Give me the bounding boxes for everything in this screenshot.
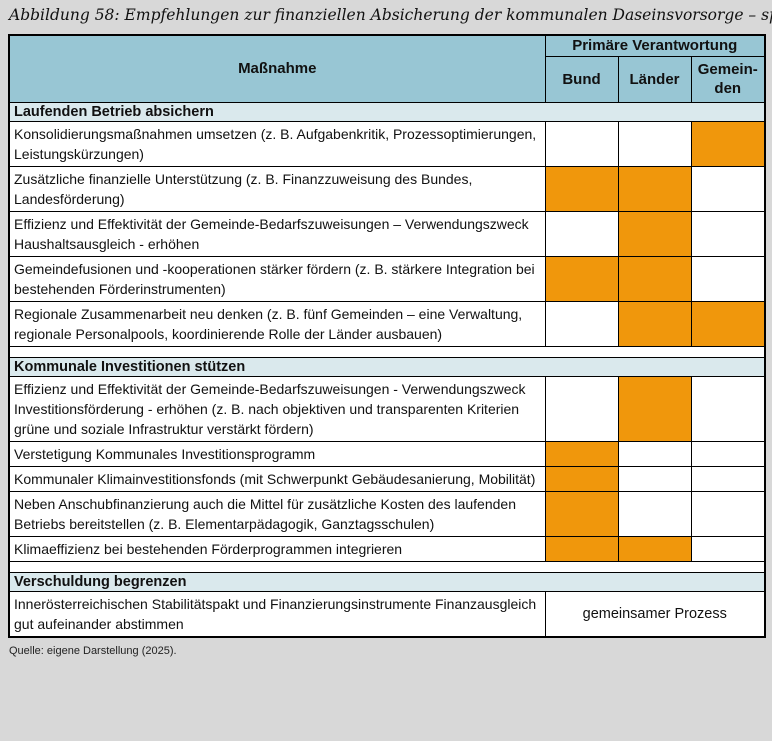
responsibility-cell-bund-empty [544, 300, 619, 347]
responsibility-cell-bund-marked [544, 465, 619, 492]
merged-responsibility-cell: gemeinsamer Prozess [544, 590, 766, 637]
section-header: Verschuldung begrenzen [8, 571, 766, 592]
responsibility-cell-gemeinden-empty [690, 375, 766, 442]
responsibility-cell-bund-marked [544, 440, 619, 467]
section-spacer [8, 345, 766, 358]
section-header: Kommunale Investitionen stützen [8, 356, 766, 377]
measure-cell: Zusätzliche finanzielle Unterstützung (z… [8, 165, 546, 212]
responsibility-cell-gemeinden-empty [690, 255, 766, 302]
section-header-row: Verschuldung begrenzen [8, 571, 766, 592]
measure-cell: Verstetigung Kommunales Investitionsprog… [8, 440, 546, 467]
measure-cell: Innerösterreichischen Stabilitätspakt un… [8, 590, 546, 637]
measure-cell: Konsolidierungsmaßnahmen umsetzen (z. B.… [8, 120, 546, 167]
responsibility-cell-laender-empty [617, 490, 692, 537]
measure-column-header: Maßnahme [8, 34, 546, 103]
table-row: Konsolidierungsmaßnahmen umsetzen (z. B.… [8, 120, 766, 167]
column-header-laender: Länder [617, 55, 692, 103]
measure-cell: Effizienz und Effektivität der Gemeinde-… [8, 375, 546, 442]
table-row: Klimaeffizienz bei bestehenden Förderpro… [8, 535, 766, 562]
responsibility-cell-bund-marked [544, 535, 619, 562]
table-row: Effizienz und Effektivität der Gemeinde-… [8, 375, 766, 442]
table-body: Laufenden Betrieb absichern Konsolidierun… [8, 101, 766, 637]
section-spacer-row [8, 560, 766, 573]
responsibility-group-header: Primäre Verantwortung [544, 34, 766, 57]
source-note: Quelle: eigene Darstellung (2025). [9, 644, 177, 657]
table-row: Regionale Zusammenarbeit neu denken (z. … [8, 300, 766, 347]
column-header-bund: Bund [544, 55, 619, 103]
section-spacer [8, 560, 766, 573]
responsibility-cell-laender-marked [617, 210, 692, 257]
responsibility-cell-laender-empty [617, 120, 692, 167]
responsibility-cell-gemeinden-empty [690, 165, 766, 212]
measure-cell: Neben Anschubfinanzierung auch die Mitte… [8, 490, 546, 537]
responsibility-cell-gemeinden-empty [690, 210, 766, 257]
responsibility-cell-laender-empty [617, 465, 692, 492]
section-header-row: Kommunale Investitionen stützen [8, 356, 766, 377]
responsibility-cell-bund-marked [544, 165, 619, 212]
table-row: Neben Anschubfinanzierung auch die Mitte… [8, 490, 766, 537]
responsibility-cell-gemeinden-empty [690, 535, 766, 562]
responsibility-cell-laender-marked [617, 375, 692, 442]
table-row: Gemeindefusionen und -kooperationen stär… [8, 255, 766, 302]
section-spacer-row [8, 345, 766, 358]
responsibility-cell-gemeinden-empty [690, 465, 766, 492]
measure-cell: Regionale Zusammenarbeit neu denken (z. … [8, 300, 546, 347]
responsibility-cell-laender-marked [617, 255, 692, 302]
measure-cell: Effizienz und Effektivität der Gemeinde-… [8, 210, 546, 257]
responsibility-cell-laender-marked [617, 165, 692, 212]
section-header-row: Laufenden Betrieb absichern [8, 101, 766, 122]
responsibility-cell-laender-marked [617, 535, 692, 562]
figure-container: Abbildung 58: Empfehlungen zur finanziel… [8, 6, 772, 657]
responsibility-cell-laender-marked [617, 300, 692, 347]
table-header: Maßnahme Primäre Verantwortung Bund Länd… [8, 34, 766, 103]
table-row: Effizienz und Effektivität der Gemeinde-… [8, 210, 766, 257]
column-header-gemeinden: Gemein­den [690, 55, 766, 103]
figure-title: Abbildung 58: Empfehlungen zur finanziel… [9, 6, 772, 24]
table-row: Zusätzliche finanzielle Unterstützung (z… [8, 165, 766, 212]
measure-cell: Kommunaler Klimainvestitionsfonds (mit S… [8, 465, 546, 492]
table-row: Innerösterreichischen Stabilitätspakt un… [8, 590, 766, 637]
measure-cell: Klimaeffizienz bei bestehenden Förderpro… [8, 535, 546, 562]
section-header: Laufenden Betrieb absichern [8, 101, 766, 122]
responsibility-cell-gemeinden-marked [690, 300, 766, 347]
responsibility-cell-gemeinden-marked [690, 120, 766, 167]
responsibility-cell-bund-empty [544, 120, 619, 167]
responsibility-cell-bund-empty [544, 375, 619, 442]
table-row: Kommunaler Klimainvestitionsfonds (mit S… [8, 465, 766, 492]
responsibility-matrix-table: Maßnahme Primäre Verantwortung Bund Länd… [8, 34, 766, 638]
responsibility-cell-bund-marked [544, 255, 619, 302]
measure-cell: Gemeindefusionen und -kooperationen stär… [8, 255, 546, 302]
table-row: Verstetigung Kommunales Investitionsprog… [8, 440, 766, 467]
responsibility-cell-laender-empty [617, 440, 692, 467]
responsibility-cell-bund-empty [544, 210, 619, 257]
responsibility-cell-bund-marked [544, 490, 619, 537]
responsibility-cell-gemeinden-empty [690, 490, 766, 537]
responsibility-cell-gemeinden-empty [690, 440, 766, 467]
